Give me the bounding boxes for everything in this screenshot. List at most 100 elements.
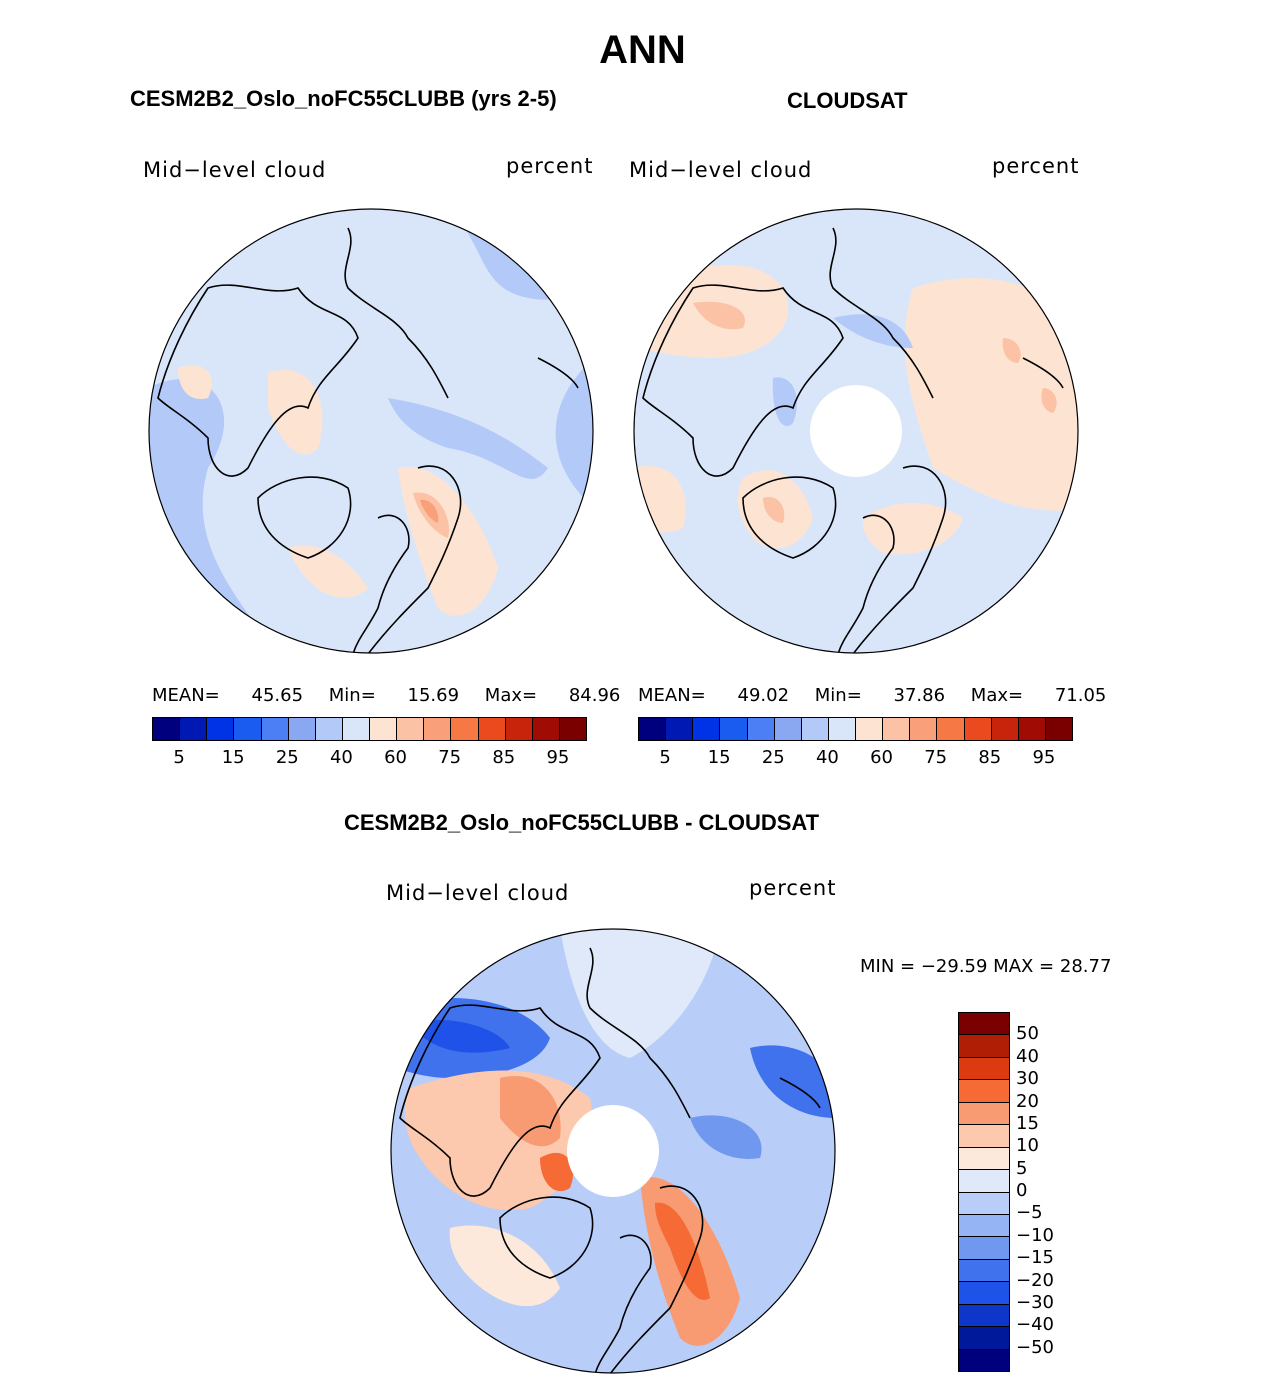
colorbar-swatch xyxy=(964,718,992,740)
colorbar-swatch xyxy=(959,1304,1009,1328)
diff-contour-white xyxy=(560,929,720,1058)
colorbar-tick-label: 5 xyxy=(1016,1157,1028,1179)
colorbar-swatch xyxy=(747,718,775,740)
colorbar-swatch xyxy=(342,718,370,740)
colorbar-tick-label: −5 xyxy=(1016,1202,1043,1224)
panel2-title: CLOUDSAT xyxy=(787,88,908,113)
colorbar-tick-label: 30 xyxy=(1016,1068,1039,1090)
colorbar-swatch xyxy=(959,1327,1009,1350)
map1-coastline xyxy=(352,514,410,653)
colorbar-swatch xyxy=(959,1125,1009,1148)
panel2-polar-map xyxy=(633,208,1079,654)
map1-frame xyxy=(148,208,594,654)
colorbar-tick-label: 0 xyxy=(1016,1180,1028,1201)
colorbar-swatch xyxy=(959,1170,1009,1193)
colorbar-swatch xyxy=(959,1035,1009,1058)
colorbar-swatch xyxy=(180,718,208,740)
diff-greenland-coastline xyxy=(499,1196,594,1279)
panel2-max-label: Max= xyxy=(970,685,1024,706)
panel2-mean-value: 49.02 xyxy=(737,685,790,706)
diff-units-label: percent xyxy=(749,876,837,900)
colorbar-swatch xyxy=(397,718,425,740)
map2-contour-peach xyxy=(862,503,963,555)
map2-contour-peach xyxy=(904,278,1078,511)
panel1-min-label: Min= xyxy=(328,685,376,706)
diff-frame xyxy=(390,928,836,1374)
map1-coastline xyxy=(537,357,579,389)
diff-coastline xyxy=(779,1077,821,1109)
colorbar-tick-label: −50 xyxy=(1016,1336,1054,1358)
colorbar-tick-label: 5 xyxy=(173,747,185,768)
panel2-variable-label: Mid−level cloud xyxy=(629,158,813,182)
diff-contour-blue xyxy=(690,1115,762,1159)
colorbar-tick-label: −10 xyxy=(1016,1224,1054,1246)
map1-coastline xyxy=(344,227,449,399)
map1-contour-blue xyxy=(555,358,593,508)
diff-panel-title: CESM2B2_Oslo_noFC55CLUBB - CLOUDSAT xyxy=(344,810,820,835)
map2-coastline xyxy=(1022,357,1064,389)
diff-contour-red xyxy=(655,1202,710,1300)
diff-minmax: MIN = −29.59 MAX = 28.77 xyxy=(860,956,1112,977)
diff-contour-darkblue xyxy=(410,1019,510,1053)
colorbar-swatch xyxy=(559,718,586,740)
panel2-max-value: 71.05 xyxy=(1054,685,1107,706)
map2-contour-blue xyxy=(772,377,797,426)
colorbar-tick-label: 95 xyxy=(1032,747,1056,768)
colorbar-swatch xyxy=(937,718,965,740)
colorbar-swatch xyxy=(828,718,856,740)
panel1-max-label: Max= xyxy=(484,685,538,706)
panel1-title: CESM2B2_Oslo_noFC55CLUBB (yrs 2-5) xyxy=(130,86,557,111)
map2-contour-blue xyxy=(833,314,913,348)
colorbar-swatch xyxy=(666,718,694,740)
colorbar-tick-label: 85 xyxy=(492,747,516,768)
colorbar-tick-label: 10 xyxy=(1016,1135,1039,1157)
map1-greenland-coastline xyxy=(257,476,352,559)
panel1-mean-label: MEAN= xyxy=(152,685,220,706)
colorbar-swatch xyxy=(959,1080,1009,1103)
colorbar-tick-label: 60 xyxy=(384,747,408,768)
map1-contour-peach xyxy=(178,365,212,399)
map2-frame xyxy=(633,208,1079,654)
colorbar-swatch xyxy=(959,1282,1009,1305)
diff-scandinavia-coastline xyxy=(609,1185,704,1373)
colorbar-swatch xyxy=(959,1102,1009,1126)
colorbar-swatch xyxy=(288,718,316,740)
colorbar-swatch xyxy=(478,718,506,740)
colorbar-tick-label: −15 xyxy=(1016,1247,1054,1269)
map1-coastline xyxy=(157,284,359,477)
colorbar-swatch xyxy=(720,718,748,740)
colorbar-swatch xyxy=(639,718,667,740)
colorbar-tick-label: 25 xyxy=(275,747,299,768)
diff-coastline xyxy=(586,947,691,1119)
colorbar-tick-label: 50 xyxy=(1016,1023,1039,1045)
colorbar-swatch xyxy=(959,1349,1009,1371)
colorbar-swatch xyxy=(505,718,533,740)
colorbar-tick-label: −40 xyxy=(1016,1314,1054,1336)
panel2-stats: MEAN= 49.02 Min= 37.86 Max= 71.05 xyxy=(638,685,1106,706)
panel2-colorbar xyxy=(638,717,1073,741)
colorbar-swatch xyxy=(991,718,1019,740)
colorbar-tick-label: 75 xyxy=(438,747,462,768)
colorbar-swatch xyxy=(856,718,884,740)
map2-coastline xyxy=(642,284,844,477)
map2-coastline xyxy=(837,514,895,653)
colorbar-swatch xyxy=(1018,718,1046,740)
map2-greenland-coastline xyxy=(742,476,837,559)
map2-contour-salmon xyxy=(763,497,785,523)
colorbar-swatch xyxy=(451,718,479,740)
colorbar-swatch xyxy=(959,1214,1009,1238)
map2-contour-salmon xyxy=(1041,388,1057,413)
colorbar-tick-label: 85 xyxy=(978,747,1002,768)
colorbar-tick-label: −30 xyxy=(1016,1291,1054,1313)
colorbar-swatch xyxy=(234,718,262,740)
colorbar-tick-label: 40 xyxy=(1016,1045,1039,1067)
panel2-min-label: Min= xyxy=(814,685,862,706)
colorbar-tick-label: 20 xyxy=(1016,1090,1039,1112)
map1-scandinavia-coastline xyxy=(367,465,462,653)
diff-variable-label: Mid−level cloud xyxy=(386,881,570,905)
diff-coastline xyxy=(399,1004,601,1197)
colorbar-swatch xyxy=(1045,718,1072,740)
diff-polar-map xyxy=(390,928,836,1374)
colorbar-tick-label: 75 xyxy=(924,747,948,768)
colorbar-swatch xyxy=(910,718,938,740)
